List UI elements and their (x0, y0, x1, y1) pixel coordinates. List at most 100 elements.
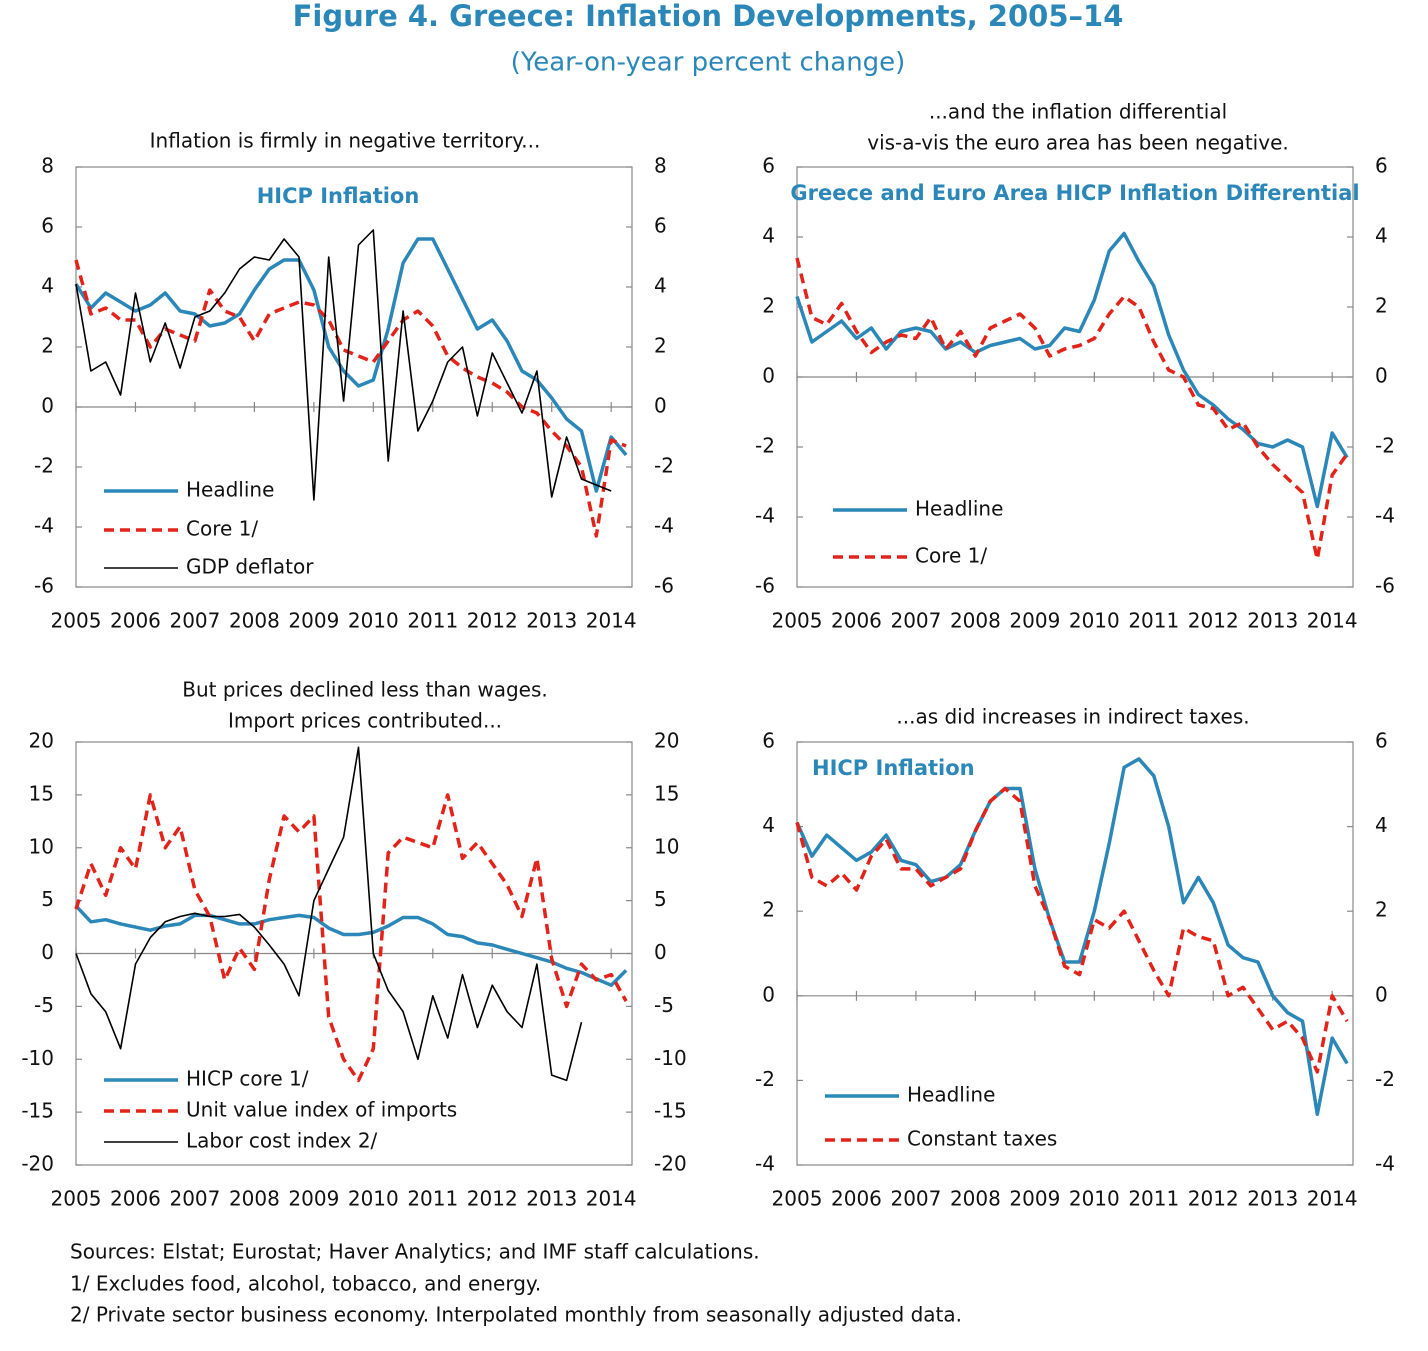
x-tick-label: 2008 (950, 1187, 1001, 1211)
x-tick-label: 2005 (772, 1187, 823, 1211)
x-tick-label: 2008 (950, 609, 1001, 633)
x-tick-label: 2005 (772, 609, 823, 633)
chart-title: ...and the inflation differential (929, 100, 1227, 124)
x-tick-label: 2012 (1188, 609, 1239, 633)
x-tick-label: 2010 (348, 609, 399, 633)
x-tick-label: 2014 (586, 609, 637, 633)
legend-label: Unit value index of imports (186, 1098, 457, 1122)
y-tick-label: 0 (762, 364, 775, 388)
x-tick-label: 2011 (407, 1187, 458, 1211)
y2-tick-label: 6 (1375, 729, 1388, 753)
y2-tick-label: 6 (654, 214, 667, 238)
legend-label: Headline (186, 478, 274, 502)
x-tick-label: 2012 (1188, 1187, 1239, 1211)
y-tick-label: -20 (21, 1152, 54, 1176)
series-line (795, 257, 1349, 561)
y2-tick-label: 6 (1375, 154, 1388, 178)
legend-label: Constant taxes (907, 1127, 1057, 1151)
inner-title: Greece and Euro Area HICP Inflation Diff… (790, 181, 1359, 205)
chart-title: Inflation is firmly in negative territor… (150, 129, 541, 153)
x-tick-label: 2011 (1128, 1187, 1179, 1211)
x-tick-label: 2011 (1128, 609, 1179, 633)
x-tick-label: 2010 (1069, 609, 1120, 633)
legend-label: Labor cost index 2/ (186, 1129, 378, 1153)
y2-tick-label: -6 (654, 574, 674, 598)
legend-label: Core 1/ (186, 517, 258, 541)
x-tick-label: 2014 (1307, 1187, 1358, 1211)
legend-label: Core 1/ (915, 544, 987, 568)
x-tick-label: 2011 (407, 609, 458, 633)
x-tick-label: 2009 (288, 1187, 339, 1211)
x-tick-label: 2006 (110, 609, 161, 633)
x-tick-label: 2007 (169, 1187, 220, 1211)
series-line (74, 904, 628, 987)
y-tick-label: -10 (21, 1046, 54, 1070)
chart-title: vis-a-vis the euro area has been negativ… (867, 131, 1289, 155)
chart-title: ...as did increases in indirect taxes. (896, 705, 1249, 729)
x-tick-label: 2008 (229, 609, 280, 633)
y-tick-label: -6 (755, 574, 775, 598)
x-tick-label: 2013 (526, 1187, 577, 1211)
y-tick-label: 8 (41, 154, 54, 178)
y-tick-label: -15 (21, 1099, 54, 1123)
y-tick-label: 10 (29, 834, 54, 858)
x-tick-label: 2009 (288, 609, 339, 633)
x-tick-label: 2007 (890, 609, 941, 633)
y-tick-label: -4 (34, 514, 54, 538)
x-tick-label: 2009 (1009, 1187, 1060, 1211)
footnote: 1/ Excludes food, alcohol, tobacco, and … (70, 1272, 541, 1296)
inner-title: HICP Inflation (257, 184, 420, 208)
y-tick-label: 5 (41, 887, 54, 911)
x-tick-label: 2013 (1247, 609, 1298, 633)
y-tick-label: -5 (34, 993, 54, 1017)
x-tick-label: 2007 (890, 1187, 941, 1211)
y2-tick-label: 0 (1375, 982, 1388, 1006)
x-tick-label: 2005 (51, 609, 102, 633)
y2-tick-label: -2 (1375, 434, 1395, 458)
y-tick-label: 0 (41, 394, 54, 418)
series-line (795, 786, 1349, 1074)
y2-tick-label: -6 (1375, 574, 1395, 598)
y2-tick-label: -4 (1375, 504, 1395, 528)
y2-tick-label: 0 (654, 394, 667, 418)
y-tick-label: -4 (755, 504, 775, 528)
series-line (74, 259, 627, 538)
x-tick-label: 2005 (51, 1187, 102, 1211)
y2-tick-label: -10 (654, 1046, 687, 1070)
y-tick-label: 6 (762, 729, 775, 753)
x-tick-label: 2008 (229, 1187, 280, 1211)
y-tick-label: -2 (755, 1067, 775, 1091)
x-tick-label: 2006 (831, 1187, 882, 1211)
x-tick-label: 2007 (169, 609, 220, 633)
x-tick-label: 2014 (1307, 609, 1358, 633)
footnote: Sources: Elstat; Eurostat; Haver Analyti… (70, 1240, 760, 1264)
series-line (75, 746, 583, 1082)
y2-tick-label: -2 (1375, 1067, 1395, 1091)
x-tick-label: 2013 (526, 609, 577, 633)
y-tick-label: 6 (762, 154, 775, 178)
x-tick-label: 2006 (110, 1187, 161, 1211)
plot-frame (75, 166, 633, 588)
figure-subtitle: (Year-on-year percent change) (511, 48, 906, 78)
x-tick-label: 2013 (1247, 1187, 1298, 1211)
y-tick-label: 20 (29, 729, 54, 753)
y2-tick-label: 8 (654, 154, 667, 178)
plot-frame (796, 741, 1354, 1166)
y2-tick-label: -5 (654, 993, 674, 1017)
footnote: 2/ Private sector business economy. Inte… (70, 1303, 962, 1327)
y2-tick-label: 4 (1375, 813, 1388, 837)
y2-tick-label: -15 (654, 1099, 687, 1123)
x-tick-label: 2009 (1009, 609, 1060, 633)
y2-tick-label: -4 (654, 514, 674, 538)
y2-tick-label: -2 (654, 454, 674, 478)
y2-tick-label: 15 (654, 781, 679, 805)
y2-tick-label: 5 (654, 887, 667, 911)
y-tick-label: 0 (41, 940, 54, 964)
figure-title: Figure 4. Greece: Inflation Developments… (293, 0, 1124, 33)
y2-tick-label: 4 (654, 274, 667, 298)
x-tick-label: 2012 (467, 609, 518, 633)
y-tick-label: -2 (755, 434, 775, 458)
series-line (74, 793, 628, 1083)
